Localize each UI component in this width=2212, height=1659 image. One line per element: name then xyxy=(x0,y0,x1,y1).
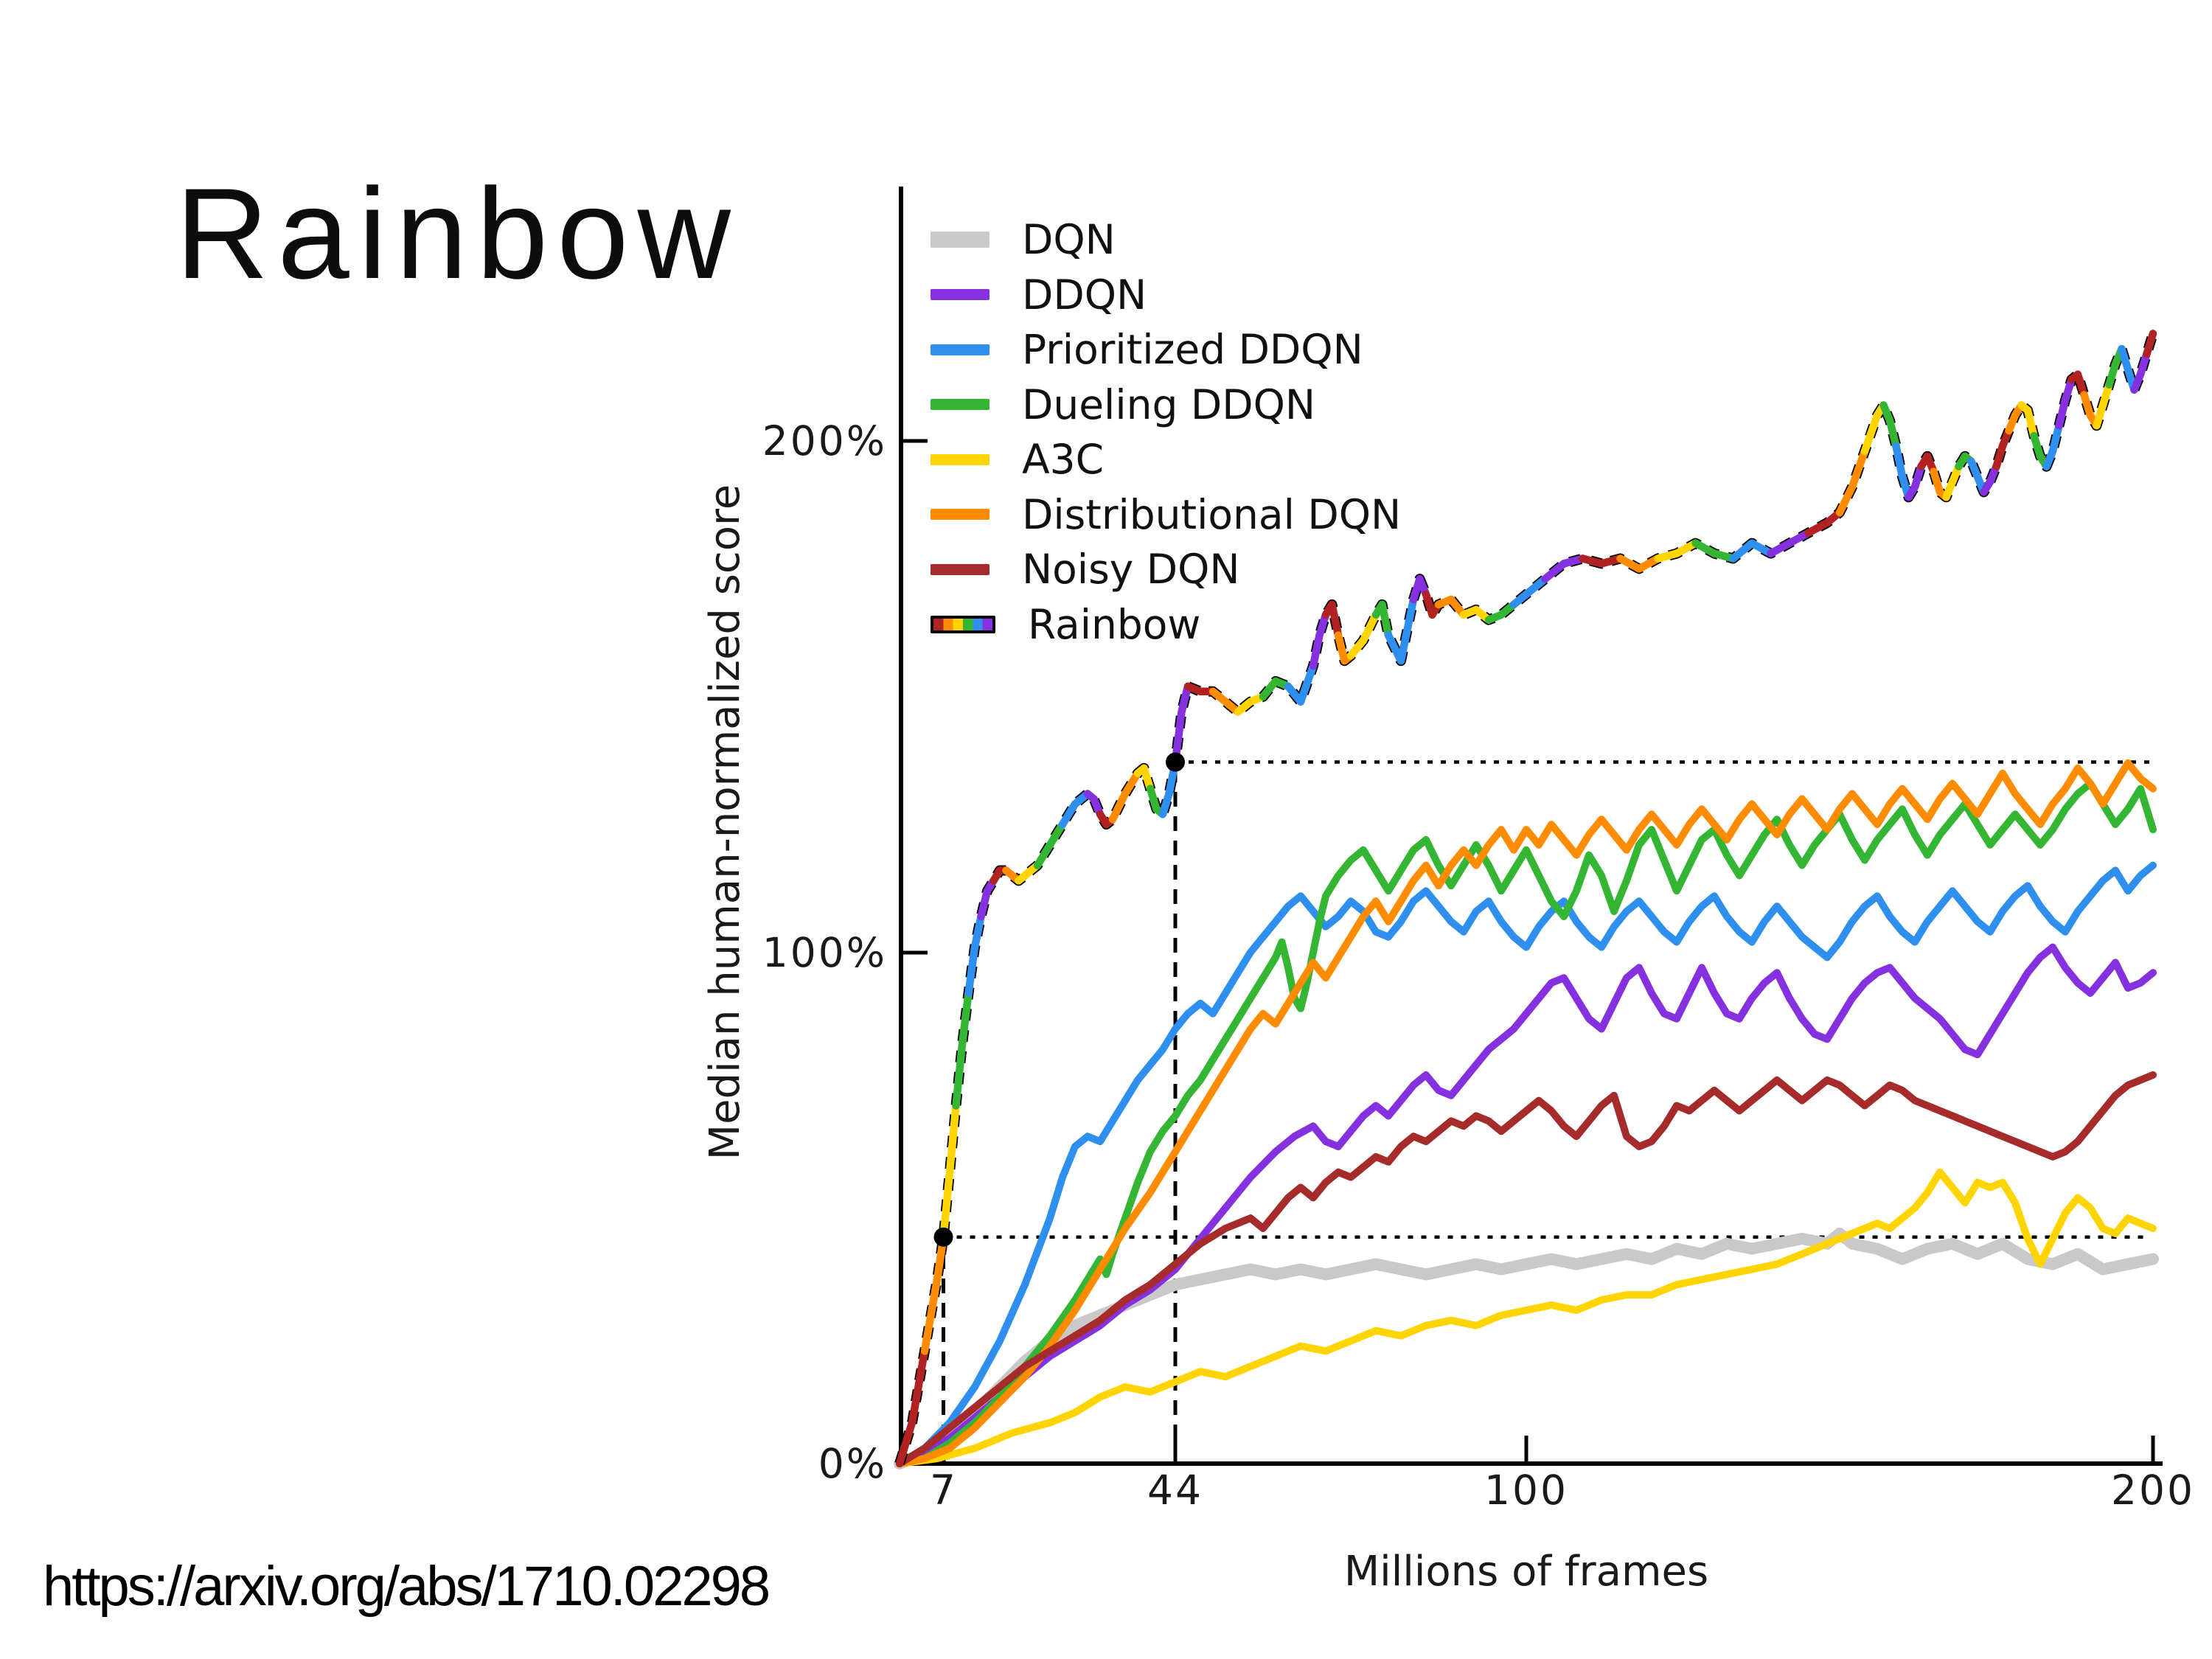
legend-swatch-dueling-ddqn xyxy=(931,399,990,411)
series-rainbow-segment xyxy=(1848,447,1869,491)
legend-swatch-dqn xyxy=(931,232,990,248)
series-rainbow-segment xyxy=(1892,442,1907,481)
annotation-dots xyxy=(933,752,1185,1247)
x-axis-title: Millions of frames xyxy=(1344,1548,1708,1596)
series-line-dueling-ddqn xyxy=(896,779,2157,1467)
x-tick-label-7: 7 xyxy=(930,1467,958,1514)
legend-swatch-ddqn xyxy=(931,289,990,301)
legend-swatch-noisy-dqn xyxy=(931,563,990,575)
annotation-dot-7m xyxy=(933,1227,953,1247)
series-line-dqn xyxy=(894,1227,2159,1470)
series-rainbow-segment xyxy=(1058,800,1079,829)
legend-swatch-a3c xyxy=(931,453,990,465)
series-rainbow-segment xyxy=(977,887,992,921)
series-rainbow-segment xyxy=(2055,396,2070,430)
series-rainbow-segment xyxy=(1860,411,1882,456)
y-tick-label-0: 0% xyxy=(818,1440,887,1487)
series-rainbow-segment xyxy=(1397,595,1418,665)
legend: DQN DDQN Prioritized DDQN Dueling DDQN A3C Di… xyxy=(931,212,1401,652)
series-rainbow-segment xyxy=(1046,820,1067,849)
legend-swatch-distributional-dqn xyxy=(931,509,990,521)
legend-item-rainbow: Rainbow xyxy=(931,597,1401,653)
x-tick-label-44: 44 xyxy=(1147,1467,1203,1514)
series-rainbow-segment xyxy=(1296,661,1318,706)
series-rainbow-segment xyxy=(1328,600,1343,639)
legend-label-dqn: DQN xyxy=(1022,216,1116,264)
legend-swatch-prioritized-ddqn xyxy=(931,344,990,355)
series-line-ddqn xyxy=(896,943,2157,1467)
legend-item-noisy-dqn: Noisy DQN xyxy=(931,542,1401,597)
legend-label-prioritized-ddqn: Prioritized DDQN xyxy=(1022,326,1363,374)
series-rainbow-segment xyxy=(1033,841,1054,869)
series-rainbow-segment xyxy=(908,1347,929,1427)
page-title: Rainbow xyxy=(175,162,740,306)
series-rainbow-segment xyxy=(1359,611,1380,644)
legend-item-a3c: A3C xyxy=(931,432,1401,487)
series-rainbow-segment xyxy=(895,1419,917,1468)
legend-item-ddqn: DDQN xyxy=(931,268,1401,323)
legend-label-dueling-ddqn: Dueling DDQN xyxy=(1022,380,1315,428)
legend-label-distributional-dqn: Distributional DQN xyxy=(1022,490,1402,538)
series-rainbow-segment xyxy=(1729,539,1756,563)
source-url: https://arxiv.org/abs/1710.02298 xyxy=(43,1555,771,1618)
series-rainbow-segment xyxy=(970,912,985,951)
x-tick-label-200: 200 xyxy=(2111,1467,2195,1514)
x-tick-label-100: 100 xyxy=(1484,1467,1568,1514)
y-tick-label-200: 200% xyxy=(762,417,887,465)
series-line-distributional-dqn xyxy=(896,759,2157,1467)
y-tick-label-100: 100% xyxy=(762,929,887,976)
series-rainbow-segment xyxy=(1108,790,1130,824)
series-rainbow-segment xyxy=(2048,421,2063,456)
series-curves xyxy=(894,330,2159,1470)
series-rainbow-segment xyxy=(1121,769,1142,798)
series-rainbow-segment xyxy=(939,1168,954,1242)
series-line-noisy-dqn xyxy=(896,1071,2157,1467)
series-rainbow-segment xyxy=(964,943,979,998)
series-rainbow-segment xyxy=(1309,631,1324,670)
series-rainbow-segment xyxy=(952,1040,967,1110)
legend-swatch-rainbow xyxy=(931,615,995,633)
series-rainbow-segment xyxy=(920,1276,942,1355)
series-rainbow-segment xyxy=(1541,560,1568,583)
series-line-a3c xyxy=(896,1168,2157,1467)
y-axis-title: Median human-normalized score xyxy=(701,484,749,1160)
legend-label-ddqn: DDQN xyxy=(1022,271,1147,319)
legend-item-dqn: DQN xyxy=(931,212,1401,268)
legend-label-rainbow: Rainbow xyxy=(1028,600,1201,648)
series-line-prioritized-ddqn xyxy=(896,861,2157,1467)
annotation-guide-lines xyxy=(942,760,2149,1464)
series-rainbow-segment xyxy=(945,1102,960,1176)
series-rainbow-segment xyxy=(2023,406,2038,440)
series-rainbow-segment xyxy=(1885,417,1900,451)
series-rainbow-segment xyxy=(1378,600,1393,639)
legend-item-distributional-dqn: Distributional DQN xyxy=(931,487,1401,543)
series-rainbow-segment xyxy=(2143,330,2157,358)
series-rainbow-segment xyxy=(1178,682,1192,716)
series-rainbow-segment xyxy=(1522,574,1549,599)
legend-item-prioritized-ddqn: Prioritized DDQN xyxy=(931,322,1401,378)
series-rainbow-segment xyxy=(1835,483,1857,517)
annotation-dot-44m xyxy=(1166,752,1185,772)
series-rainbow-segment xyxy=(958,989,973,1048)
legend-label-noisy-dqn: Noisy DQN xyxy=(1022,546,1240,594)
legend-label-a3c: A3C xyxy=(1022,436,1105,484)
legend-item-dueling-ddqn: Dueling DDQN xyxy=(931,378,1401,433)
series-rainbow-segment xyxy=(1334,631,1349,665)
